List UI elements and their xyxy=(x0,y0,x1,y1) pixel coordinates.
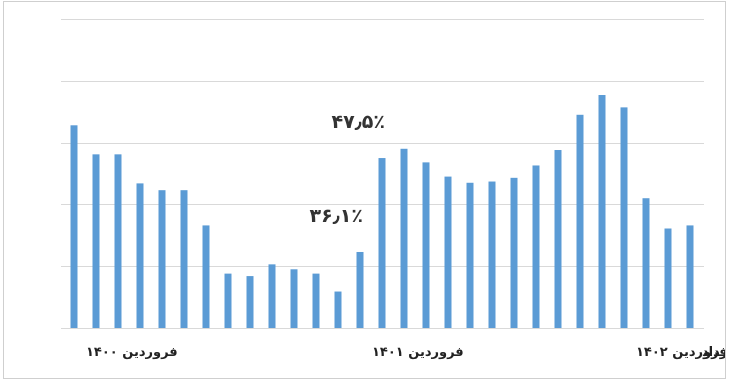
data-label-1: ۴۷٫۵٪ xyxy=(331,111,385,133)
bar-10 xyxy=(290,269,298,328)
bar-14 xyxy=(378,158,386,328)
bar-16 xyxy=(422,162,430,328)
x-tick-label-2: فروردین ۱۴۰۲ xyxy=(636,345,725,360)
bar-25 xyxy=(620,107,628,329)
bar-19 xyxy=(488,181,496,328)
x-tick-label-3: مرداد xyxy=(702,345,725,360)
bar-13 xyxy=(356,251,364,328)
bar-21 xyxy=(532,165,540,328)
bar-2 xyxy=(114,154,122,328)
bar-1 xyxy=(92,154,100,328)
bar-15 xyxy=(400,148,408,328)
bar-27 xyxy=(664,228,672,328)
data-labels: ۳۶٫۱٪ ۴۷٫۵٪ xyxy=(309,111,385,227)
bar-5 xyxy=(180,190,188,328)
bar-9 xyxy=(268,264,276,328)
bar-3 xyxy=(136,183,144,328)
bar-17 xyxy=(444,176,452,328)
x-axis-labels: فروردین ۱۴۰۰ فروردین ۱۴۰۱ فروردین ۱۴۰۲مردا… xyxy=(86,345,725,360)
bar-0 xyxy=(70,125,78,329)
x-tick-label-0: فروردین ۱۴۰۰ xyxy=(86,345,178,360)
data-label-0: ۳۶٫۱٪ xyxy=(309,205,363,227)
bar-20 xyxy=(510,177,518,328)
bar-11 xyxy=(312,273,320,328)
chart-frame: فروردین ۱۴۰۰ فروردین ۱۴۰۱ فروردین ۱۴۰۲مردا… xyxy=(3,1,726,379)
bar-22 xyxy=(554,150,562,328)
bar-7 xyxy=(224,273,232,328)
bar-chart: فروردین ۱۴۰۰ فروردین ۱۴۰۱ فروردین ۱۴۰۲مردا… xyxy=(61,19,725,360)
bar-12 xyxy=(334,291,342,328)
bar-24 xyxy=(598,95,606,328)
bar-28 xyxy=(686,225,694,328)
bars xyxy=(70,95,694,329)
bar-8 xyxy=(246,276,254,328)
bar-23 xyxy=(576,114,584,328)
bar-18 xyxy=(466,182,474,328)
bar-26 xyxy=(642,198,650,328)
x-tick-label-1: فروردین ۱۴۰۱ xyxy=(372,345,464,360)
bar-6 xyxy=(202,225,210,328)
bar-4 xyxy=(158,190,166,328)
